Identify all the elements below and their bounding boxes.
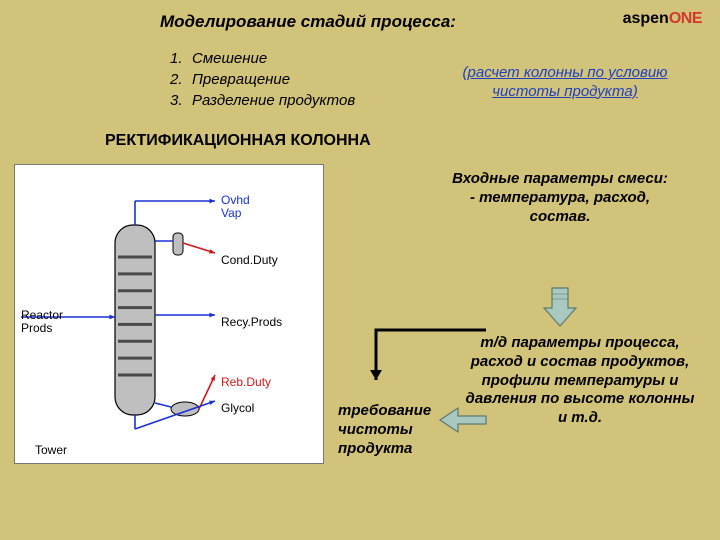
stage-list: 1.Смешение2.Превращение3.Разделение прод…	[170, 48, 355, 111]
stream-label: Reb.Duty	[221, 375, 271, 389]
tower-label: Tower	[35, 443, 67, 457]
stage-text: Разделение продуктов	[192, 90, 355, 111]
brand-logo: aspenONE	[623, 10, 702, 28]
page-title: Моделирование стадий процесса:	[160, 12, 456, 32]
stage-item: 2.Превращение	[170, 69, 355, 90]
output-params: т/д параметры процесса,расход и состав п…	[460, 334, 700, 428]
stage-text: Превращение	[192, 69, 290, 90]
stream-label: Glycol	[221, 401, 254, 415]
brand-text-a: aspen	[623, 10, 669, 27]
stage-num: 3.	[170, 90, 192, 111]
stream-label: Reactor	[21, 308, 63, 322]
column-header: РЕКТИФИКАЦИОННАЯ КОЛОННА	[105, 132, 371, 150]
input-params: Входные параметры смеси:- температура, р…	[430, 170, 690, 226]
requirement-text: требование чистоты продукта	[338, 402, 448, 458]
stream-label: Recy.Prods	[221, 315, 282, 329]
stage-text: Смешение	[192, 48, 267, 69]
stream-label: Ovhd	[221, 193, 250, 207]
calc-note: (расчет колонны по условию чистоты проду…	[430, 64, 700, 102]
stage-item: 1.Смешение	[170, 48, 355, 69]
stage-item: 3.Разделение продуктов	[170, 90, 355, 111]
stream-label: Vap	[221, 206, 241, 220]
stream-label: Prods	[21, 321, 52, 335]
brand-text-b: ONE	[669, 10, 702, 27]
stage-num: 1.	[170, 48, 192, 69]
flowsheet-panel: ReactorProds OvhdVap Cond.Duty Recy.Prods Re…	[14, 164, 324, 464]
stream-label: Cond.Duty	[221, 253, 278, 267]
down-arrow-icon	[540, 286, 580, 333]
stage-num: 2.	[170, 69, 192, 90]
